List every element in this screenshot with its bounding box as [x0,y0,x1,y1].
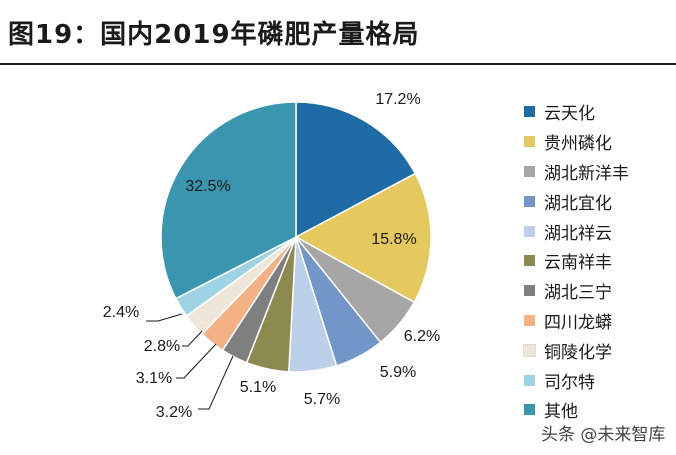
legend-swatch [524,225,535,237]
legend-swatch [524,285,535,297]
legend-label: 铜陵化学 [544,342,612,363]
legend-item-3: 湖北新洋丰 [524,157,629,187]
legend-label: 湖北三宁 [544,283,612,304]
legend-item-10: 司尔特 [524,365,629,395]
legend-swatch [524,195,535,207]
data-label-2: 15.8% [371,231,416,248]
data-label-7: 3.2% [156,404,192,421]
legend-swatch [524,136,535,148]
data-label-10: 2.4% [103,304,139,321]
legend-item-6: 云南祥丰 [524,246,629,276]
data-label-8: 3.1% [136,370,172,387]
legend-swatch [524,404,535,416]
data-label-11: 32.5% [185,178,230,195]
data-label-3: 6.2% [404,328,440,345]
data-label-5: 5.7% [304,391,340,408]
legend-label: 云南祥丰 [544,253,612,274]
legend-swatch [524,165,535,177]
pie-slice-11 [160,101,297,300]
legend-label: 司尔特 [544,372,595,393]
legend-swatch [524,374,535,386]
legend-item-2: 贵州磷化 [524,127,629,157]
legend-label: 其他 [544,402,578,423]
legend-label: 云天化 [544,104,595,125]
pie-slice-1 [295,101,417,239]
legend-item-9: 铜陵化学 [523,335,629,365]
legend-item-4: 湖北宜化 [524,186,629,216]
legend-label: 四川龙蟒 [544,312,612,333]
legend-item-1: 云天化 [524,97,629,127]
chart-title: 图19：国内2019年磷肥产量格局 [8,20,420,50]
legend-label: 湖北新洋丰 [544,163,629,184]
leader-line-10 [146,313,183,322]
data-label-4: 5.9% [380,364,416,381]
leader-line-8 [176,343,217,379]
legend-label: 湖北宜化 [544,193,612,214]
title-underline [0,63,676,65]
legend-swatch [523,343,536,357]
legend-item-8: 四川龙蟒 [524,306,629,336]
data-label-9: 2.8% [144,338,180,355]
legend-label: 贵州磷化 [544,134,612,155]
legend-label: 湖北祥云 [544,223,612,244]
pie-slice-2 [294,172,432,304]
watermark: 头条 @未来智库 [539,420,668,445]
leader-line-9 [182,330,203,347]
legend-item-7: 湖北三宁 [524,276,629,306]
legend-swatch [524,255,535,267]
legend-item-5: 湖北祥云 [524,216,629,246]
data-label-1: 17.2% [375,91,420,108]
legend-swatch [524,106,535,118]
leader-line-7 [198,355,234,410]
legend-swatch [524,314,535,326]
chart-legend: 云天化贵州磷化湖北新洋丰湖北宜化湖北祥云云南祥丰湖北三宁四川龙蟒铜陵化学司尔特其… [523,97,629,425]
legend-item-11: 其他 [524,395,629,425]
data-label-6: 5.1% [240,379,276,396]
